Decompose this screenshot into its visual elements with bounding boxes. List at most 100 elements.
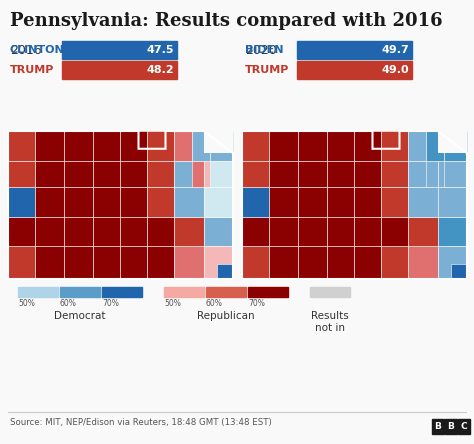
Bar (297, 61, 412, 79)
Text: 49.7: 49.7 (381, 45, 409, 55)
Polygon shape (147, 131, 174, 161)
Polygon shape (438, 246, 467, 279)
Bar (18, 287, 58, 297)
Bar (458, 419, 470, 434)
Polygon shape (242, 161, 269, 187)
Text: TRUMP: TRUMP (10, 65, 55, 75)
Bar (62, 61, 177, 79)
Polygon shape (8, 187, 35, 217)
Text: 49.0: 49.0 (382, 65, 409, 75)
Polygon shape (409, 217, 438, 246)
Polygon shape (64, 187, 93, 217)
Polygon shape (382, 161, 409, 187)
Bar (62, 41, 177, 59)
Polygon shape (174, 161, 192, 187)
Polygon shape (438, 246, 467, 279)
Polygon shape (204, 187, 233, 217)
Text: 70%: 70% (102, 299, 119, 308)
Polygon shape (242, 217, 269, 246)
Polygon shape (120, 246, 147, 279)
Polygon shape (120, 217, 147, 246)
Polygon shape (328, 131, 355, 161)
Polygon shape (269, 246, 298, 279)
Text: 2020: 2020 (245, 44, 277, 57)
Text: Democrat: Democrat (54, 311, 106, 321)
Polygon shape (409, 246, 438, 279)
Polygon shape (174, 131, 192, 161)
Polygon shape (174, 217, 204, 246)
Polygon shape (382, 246, 409, 279)
Polygon shape (217, 264, 233, 279)
Polygon shape (8, 131, 35, 161)
Polygon shape (204, 246, 233, 279)
Polygon shape (438, 187, 467, 217)
Polygon shape (328, 217, 355, 246)
Polygon shape (438, 187, 467, 217)
Polygon shape (35, 161, 64, 187)
Text: Source: MIT, NEP/Edison via Reuters, 18:48 GMT (13:48 EST): Source: MIT, NEP/Edison via Reuters, 18:… (10, 417, 272, 427)
Polygon shape (355, 161, 382, 187)
Polygon shape (64, 217, 93, 246)
Polygon shape (242, 131, 269, 161)
Text: 47.5: 47.5 (146, 45, 174, 55)
Polygon shape (204, 217, 233, 246)
Bar (164, 287, 204, 297)
Polygon shape (427, 131, 445, 161)
Polygon shape (409, 161, 427, 187)
Polygon shape (445, 131, 467, 161)
Polygon shape (269, 161, 298, 187)
Polygon shape (438, 217, 467, 246)
Polygon shape (298, 187, 328, 217)
Polygon shape (409, 161, 438, 187)
Bar (445, 419, 457, 434)
Polygon shape (35, 131, 64, 161)
Bar (206, 287, 246, 297)
Polygon shape (298, 246, 328, 279)
Bar (310, 287, 350, 297)
Text: 50%: 50% (164, 299, 181, 308)
Text: 70%: 70% (248, 299, 265, 308)
Polygon shape (409, 187, 438, 217)
Polygon shape (242, 246, 269, 279)
Polygon shape (192, 131, 210, 161)
Polygon shape (269, 131, 298, 161)
Polygon shape (382, 217, 409, 246)
Polygon shape (8, 246, 35, 279)
Polygon shape (93, 217, 120, 246)
Polygon shape (120, 187, 147, 217)
Bar (248, 287, 288, 297)
Text: B: B (435, 422, 441, 431)
Polygon shape (8, 131, 233, 279)
Text: CLINTON: CLINTON (10, 45, 65, 55)
Bar (297, 41, 412, 59)
Text: C: C (461, 422, 467, 431)
Polygon shape (382, 187, 409, 217)
Polygon shape (204, 131, 233, 153)
Polygon shape (355, 131, 382, 161)
Text: 2016: 2016 (10, 44, 42, 57)
Polygon shape (409, 131, 427, 161)
Polygon shape (35, 246, 64, 279)
Polygon shape (147, 246, 174, 279)
Text: 50%: 50% (18, 299, 35, 308)
Text: Pennsylvania: Results compared with 2016: Pennsylvania: Results compared with 2016 (10, 12, 443, 30)
Text: TRUMP: TRUMP (245, 65, 289, 75)
Polygon shape (147, 187, 174, 217)
Polygon shape (355, 217, 382, 246)
Polygon shape (204, 217, 233, 246)
Polygon shape (93, 131, 120, 161)
Polygon shape (210, 131, 233, 161)
Polygon shape (93, 187, 120, 217)
Polygon shape (328, 187, 355, 217)
Polygon shape (93, 246, 120, 279)
Polygon shape (8, 161, 35, 187)
Polygon shape (269, 187, 298, 217)
Text: 48.2: 48.2 (146, 65, 174, 75)
Polygon shape (210, 161, 233, 187)
Polygon shape (174, 161, 204, 187)
Polygon shape (204, 246, 233, 279)
Polygon shape (147, 217, 174, 246)
Polygon shape (204, 187, 233, 217)
Polygon shape (8, 217, 35, 246)
Polygon shape (438, 131, 467, 153)
